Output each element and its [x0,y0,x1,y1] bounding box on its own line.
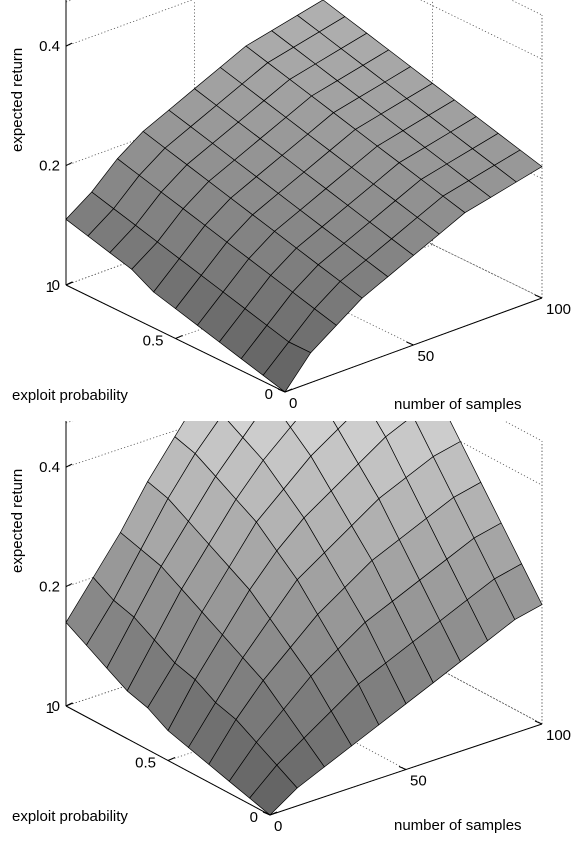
y-tick-label: 0.5 [135,755,156,772]
y-tick-label: 0 [265,386,273,403]
z-axis-label: expected return [9,469,26,573]
z-tick [65,463,73,468]
x-tick-label: 50 [410,773,427,790]
x-tick-label: 100 [546,301,571,318]
surface-patch [332,421,347,430]
z-tick-label: 0 [52,698,60,715]
z-axis-label: expected return [9,48,26,152]
y-tick [175,335,183,339]
y-tick [269,811,278,816]
grid-line [65,0,73,3]
z-tick-label: 0.4 [39,459,60,476]
y-tick [284,388,293,393]
x-tick-label: 0 [274,818,282,835]
y-tick-label: 1 [46,700,54,717]
z-tick-label: 0.2 [39,158,60,175]
x-tick-label: 0 [289,395,297,412]
z-tick [65,42,73,47]
surface-patch [249,764,298,816]
z-tick [65,583,73,588]
y-tick-label: 0.5 [143,333,164,350]
x-axis-label: number of samples [394,817,522,834]
surface-patch [285,421,297,428]
y-axis-label: exploit probability [12,808,128,825]
x-tick-label: 100 [546,727,571,744]
x-axis-label: number of samples [394,396,522,413]
y-tick [167,757,176,761]
surface-patch [262,341,312,393]
y-tick [65,702,74,707]
x-tick [406,341,414,346]
y-tick-label: 0 [250,809,258,826]
x-tick [262,811,271,816]
x-tick [277,388,286,393]
z-tick [65,162,73,167]
z-tick-label: 0.2 [39,579,60,596]
z-tick-label: 0.4 [39,38,60,55]
x-tick [534,720,543,725]
x-tick [398,766,407,770]
x-tick [534,294,543,299]
y-axis-label: exploit probability [12,387,128,404]
z-tick-label: 0 [52,277,60,294]
y-tick [65,281,74,286]
y-tick-label: 1 [46,279,54,296]
x-tick-label: 50 [418,348,435,365]
